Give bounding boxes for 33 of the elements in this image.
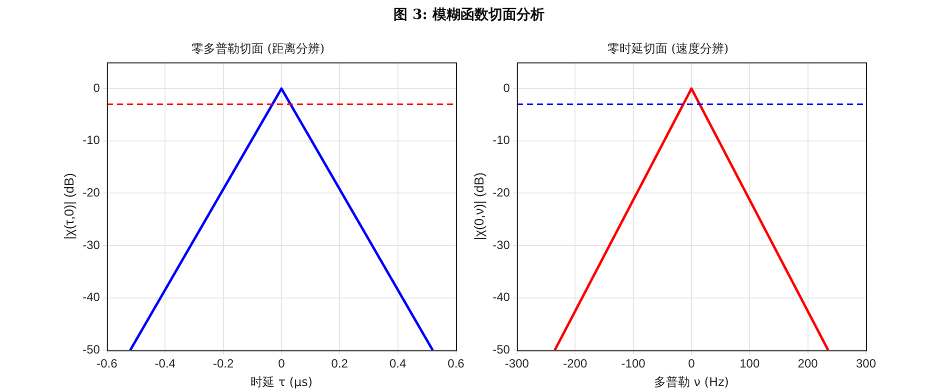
x-tick-label: -0.2: [212, 356, 234, 371]
y-tick-label: 0: [93, 80, 100, 95]
chart-title: 零多普勒切面 (距离分辨): [191, 41, 325, 56]
x-tick-label: -0.4: [154, 356, 176, 371]
y-tick-label: -10: [82, 133, 100, 148]
y-tick-label: -40: [492, 290, 510, 304]
x-tick-label: -100: [621, 356, 646, 371]
x-axis-title: 时延 τ (μs): [250, 374, 313, 389]
y-tick-label: -20: [82, 186, 100, 200]
y-tick-label: -30: [82, 238, 100, 252]
y-tick-label: -40: [82, 290, 100, 304]
x-tick-label: 0.6: [448, 356, 465, 371]
x-axis-title: 多普勒 ν (Hz): [654, 374, 729, 389]
y-tick-label: -20: [492, 186, 510, 200]
x-tick-label: 0.4: [389, 356, 406, 371]
x-tick-label: 0: [278, 356, 286, 371]
x-tick-label: 200: [798, 356, 818, 371]
y-tick-label: -50: [492, 342, 510, 357]
y-axis-title: |χ(0,ν)| (dB): [471, 172, 486, 240]
chart-title: 零时延切面 (速度分辨): [607, 41, 729, 56]
x-tick-label: 100: [740, 356, 760, 371]
x-tick-label: -200: [563, 356, 588, 371]
y-tick-label: -50: [82, 342, 100, 357]
caption: 图 3: 模糊函数切面分析: [392, 6, 546, 24]
y-axis-title: |χ(τ,0)| (dB): [61, 173, 76, 240]
x-tick-label: -300: [504, 356, 530, 371]
y-tick-label: 0: [503, 80, 510, 95]
x-tick-label: -0.6: [96, 356, 118, 371]
y-tick-label: -30: [492, 238, 510, 252]
x-tick-label: 300: [856, 356, 876, 371]
x-tick-label: 0.2: [331, 356, 348, 371]
x-tick-label: 0: [688, 356, 696, 371]
y-tick-label: -10: [492, 133, 510, 148]
